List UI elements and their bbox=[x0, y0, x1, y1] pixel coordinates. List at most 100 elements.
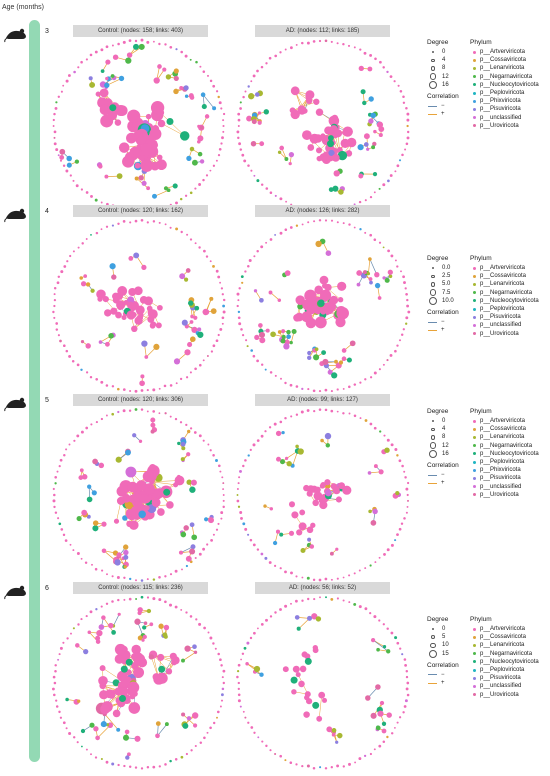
network-node bbox=[195, 745, 197, 747]
network-node bbox=[276, 431, 281, 436]
correlation-sign: − bbox=[441, 318, 445, 326]
degree-value: 2.5 bbox=[442, 272, 450, 280]
network-node bbox=[156, 721, 161, 726]
network-node bbox=[61, 91, 63, 93]
network-node bbox=[99, 463, 105, 469]
network-node bbox=[403, 328, 405, 330]
network-node bbox=[283, 666, 289, 672]
network-node bbox=[396, 642, 399, 645]
network-node bbox=[266, 329, 270, 333]
network-node bbox=[286, 461, 291, 466]
network-node bbox=[386, 649, 390, 653]
phylum-legend-item: p__Negarnaviricota bbox=[470, 289, 550, 297]
network-node bbox=[164, 635, 168, 639]
network-node bbox=[331, 372, 337, 378]
network-node bbox=[73, 250, 75, 252]
network-node bbox=[332, 728, 337, 733]
phylum-name: p__Uroviricota bbox=[480, 122, 519, 130]
network-node bbox=[109, 104, 116, 111]
degree-value: 16 bbox=[442, 81, 449, 89]
network-node bbox=[152, 410, 155, 413]
network-node bbox=[265, 242, 267, 244]
network-node bbox=[186, 156, 191, 161]
network-node bbox=[250, 80, 252, 82]
network-node bbox=[133, 652, 143, 662]
network-node bbox=[343, 222, 345, 224]
network-node bbox=[200, 126, 204, 130]
network-node bbox=[117, 764, 119, 766]
network-node bbox=[407, 494, 409, 496]
correlation-legend-item: − bbox=[427, 318, 467, 326]
network-node bbox=[295, 763, 297, 765]
network-node bbox=[66, 637, 68, 639]
network-node bbox=[339, 360, 343, 364]
network-node bbox=[296, 414, 298, 416]
network-node bbox=[238, 664, 241, 667]
network-node bbox=[222, 119, 224, 121]
ad-network-wrap bbox=[235, 38, 411, 219]
network-node bbox=[158, 576, 161, 579]
phylum-name: p__Artverviricota bbox=[480, 264, 525, 272]
network-node bbox=[53, 317, 55, 319]
network-node bbox=[163, 489, 170, 496]
network-node bbox=[337, 578, 339, 580]
network-node bbox=[117, 223, 119, 225]
network-node bbox=[319, 390, 321, 392]
network-node bbox=[222, 676, 224, 678]
control-network-wrap bbox=[51, 218, 227, 399]
network-node bbox=[101, 202, 103, 204]
network-node bbox=[220, 142, 222, 144]
degree-value: 10 bbox=[442, 641, 449, 649]
phylum-legend-item: p__Pisuviricota bbox=[470, 474, 550, 482]
network-node bbox=[265, 619, 268, 622]
phylum-legend-item: p__Uroviricota bbox=[470, 691, 550, 699]
network-node bbox=[364, 232, 366, 234]
network-node bbox=[370, 423, 373, 426]
network-node bbox=[292, 329, 297, 334]
network-node bbox=[400, 90, 403, 93]
network-node bbox=[404, 658, 407, 661]
phylum-name: p__Phixviricota bbox=[480, 97, 521, 105]
network-node bbox=[237, 137, 239, 139]
degree-value: 4 bbox=[442, 56, 445, 64]
degree-value: 7.5 bbox=[442, 289, 450, 297]
network-node bbox=[90, 54, 93, 57]
network-node bbox=[242, 96, 244, 98]
network-node bbox=[221, 476, 223, 478]
network-node bbox=[348, 763, 351, 766]
network-node bbox=[291, 86, 300, 95]
network-node bbox=[285, 49, 287, 51]
network-node bbox=[200, 741, 202, 743]
network-node bbox=[221, 700, 223, 702]
network-node bbox=[354, 227, 356, 229]
network-node bbox=[300, 666, 307, 673]
network-node bbox=[125, 730, 130, 735]
network-node bbox=[213, 344, 216, 347]
network-node bbox=[241, 154, 244, 157]
network-node bbox=[257, 736, 259, 738]
network-node bbox=[240, 659, 242, 661]
network-node bbox=[128, 288, 136, 296]
phylum-legend-item: p__Nucleocytoviricota bbox=[470, 658, 550, 666]
network-node bbox=[125, 450, 131, 456]
network-node bbox=[238, 688, 240, 690]
control-network bbox=[51, 407, 227, 583]
control-network bbox=[51, 38, 227, 214]
network-node bbox=[307, 221, 309, 223]
network-node bbox=[258, 323, 263, 328]
network-node bbox=[361, 89, 366, 94]
network-node bbox=[174, 76, 179, 81]
network-node bbox=[111, 630, 116, 635]
correlation-sign: − bbox=[441, 671, 445, 679]
network-node bbox=[359, 605, 362, 608]
network-node bbox=[86, 238, 88, 240]
network-node bbox=[279, 533, 283, 537]
network-node bbox=[333, 486, 340, 493]
network-node bbox=[210, 449, 212, 451]
network-node bbox=[63, 265, 66, 268]
network-node bbox=[239, 470, 242, 473]
network-node bbox=[135, 408, 138, 411]
network-node bbox=[188, 300, 193, 305]
network-node bbox=[315, 241, 321, 247]
network-node bbox=[219, 658, 222, 661]
